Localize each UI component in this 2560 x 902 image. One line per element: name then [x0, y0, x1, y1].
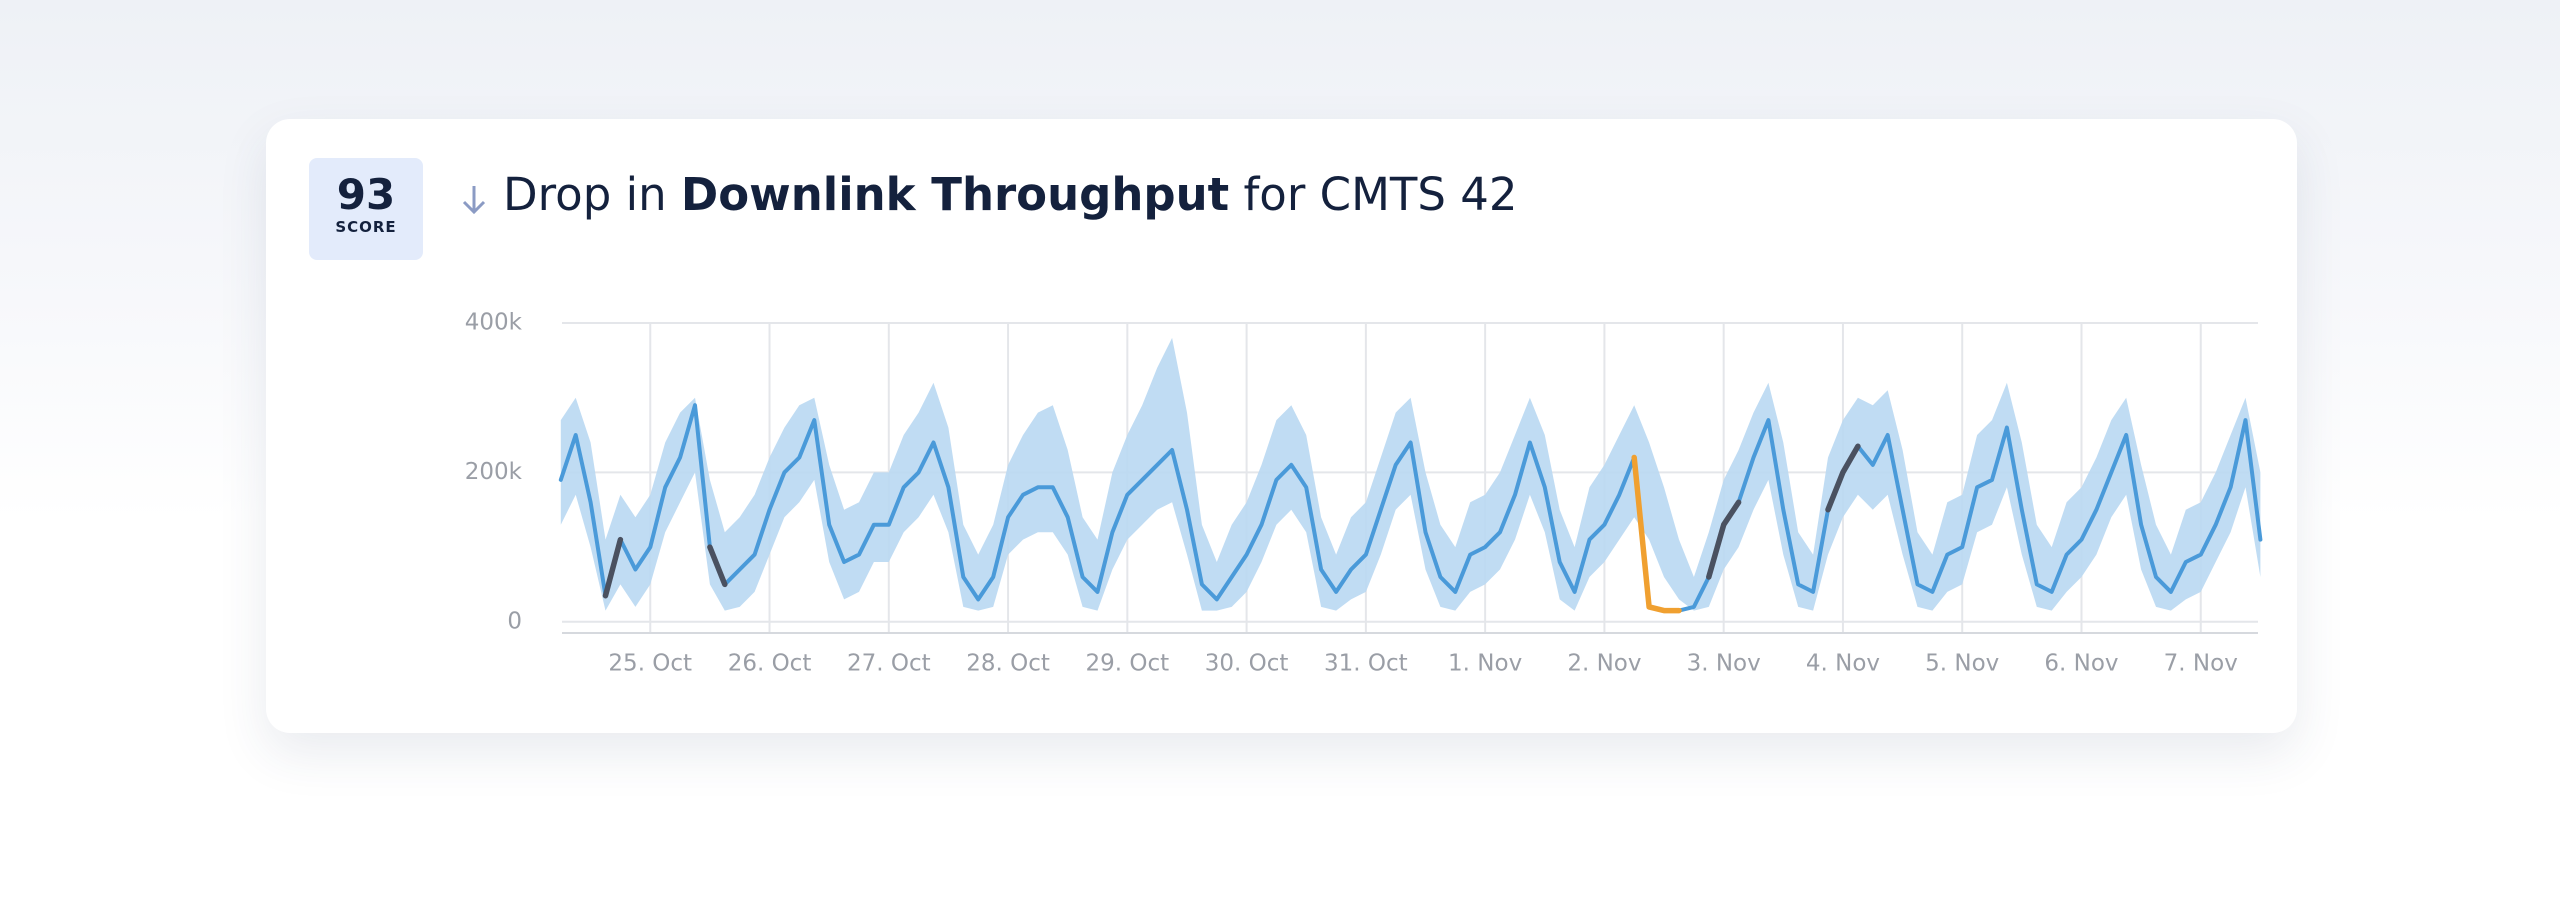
score-value: 93 — [336, 170, 396, 219]
title-suffix: for CMTS 42 — [1243, 168, 1518, 221]
y-tick-label: 0 — [507, 608, 522, 634]
score-label: SCORE — [335, 218, 397, 236]
x-tick-label: 5. Nov — [1925, 651, 1999, 677]
x-tick-label: 27. Oct — [847, 651, 931, 677]
x-tick-label: 1. Nov — [1448, 651, 1522, 677]
alert-title: Drop in Downlink Throughput for CMTS 42 — [503, 168, 1518, 221]
down-arrow-icon — [462, 186, 486, 215]
highlight-line — [1631, 454, 1682, 614]
highlight-line — [602, 443, 1861, 599]
y-tick-label: 200k — [465, 459, 523, 485]
throughput-line — [558, 403, 2263, 613]
x-tick-label: 25. Oct — [608, 651, 692, 677]
y-tick-label: 400k — [465, 310, 523, 336]
x-tick-label: 4. Nov — [1806, 651, 1880, 677]
x-tick-label: 28. Oct — [966, 651, 1050, 677]
score-badge: 93 SCORE — [309, 158, 423, 260]
confidence-band — [560, 337, 2261, 611]
x-tick-label: 2. Nov — [1567, 651, 1641, 677]
x-tick-label: 31. Oct — [1324, 651, 1408, 677]
title-prefix: Drop in — [503, 168, 667, 221]
x-tick-label: 6. Nov — [2044, 651, 2118, 677]
x-tick-label: 3. Nov — [1687, 651, 1761, 677]
title-metric: Downlink Throughput — [680, 168, 1230, 221]
x-tick-label: 26. Oct — [728, 651, 812, 677]
x-tick-label: 29. Oct — [1086, 651, 1170, 677]
x-tick-label: 30. Oct — [1205, 651, 1289, 677]
x-tick-label: 7. Nov — [2164, 651, 2238, 677]
